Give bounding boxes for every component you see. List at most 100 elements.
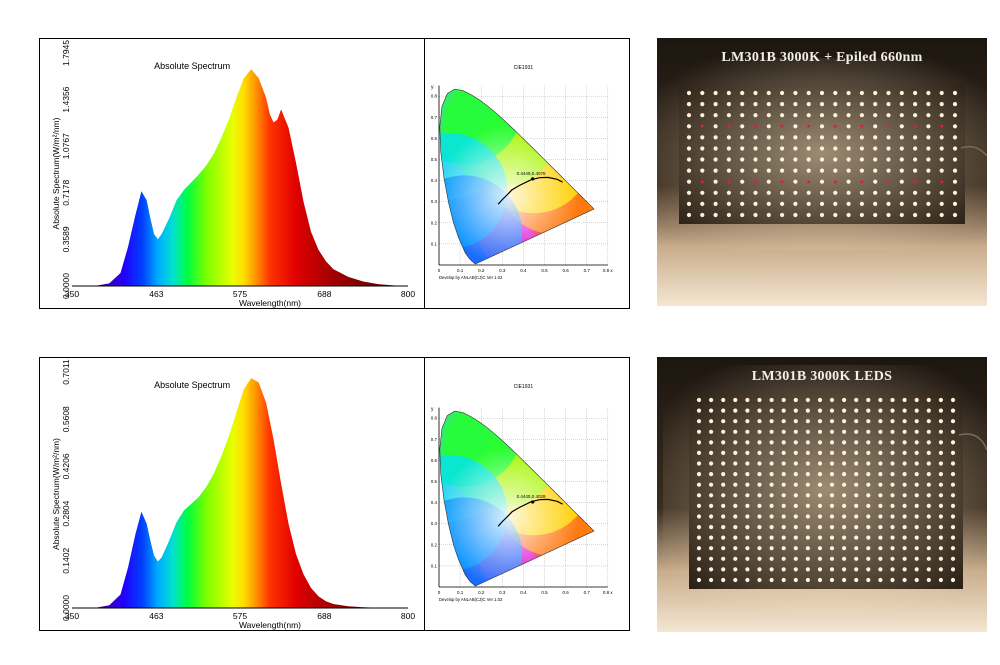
white-led [819,179,825,184]
y-tick-label: 0.7178 [61,180,71,206]
white-led [757,440,762,445]
white-led [939,135,944,140]
spectrum-svg-1: Absolute Spectrum 350 463 575 688 800 Waveleng… [51,40,415,308]
white-led [709,408,714,413]
cie-svg-1: 0.4440,0.4076 CIE1931 0 0.1 0.2 0.3 0.4 0.5 0.6 0… [431,65,614,280]
white-led [696,472,702,477]
white-led [721,546,726,551]
white-led [842,567,847,572]
white-led [753,113,758,118]
white-led [854,408,859,413]
white-led [926,461,931,466]
white-led [745,577,750,583]
white-led [926,190,931,195]
white-led [721,397,726,403]
white-led [793,546,798,551]
white-led [938,408,943,413]
white-led [842,525,847,530]
white-led [726,212,731,218]
red-led [940,180,944,184]
white-led [757,419,762,424]
white-led [866,546,871,551]
white-led [950,419,956,424]
white-led [769,450,774,455]
white-led [793,102,798,107]
spectrum-svg-2: Absolute Spectrum 350 463 575 688 800 Waveleng… [51,359,415,630]
spectrum-title: Absolute Spectrum [154,380,230,390]
white-led [781,429,786,434]
white-led [766,102,771,107]
white-led [769,503,774,508]
white-led [854,440,859,445]
white-led [914,503,919,508]
red-led [940,124,944,128]
white-led [700,157,705,162]
white-led [938,461,943,466]
white-led [713,212,718,218]
white-led [733,556,738,561]
white-led [914,556,919,561]
white-led [686,201,692,206]
white-led [793,472,798,477]
white-led [829,514,835,519]
white-led [721,472,726,477]
white-led [769,482,774,487]
white-led [740,168,745,173]
white-led [938,577,943,583]
white-led [846,201,851,206]
x-tick-label: 800 [401,611,415,621]
white-led [926,535,931,540]
white-led [733,472,738,477]
white-led [806,135,811,140]
white-led [806,212,811,218]
spectral-locus [439,88,595,265]
white-led [733,525,738,530]
white-led [950,482,956,487]
white-led [769,577,774,583]
white-led [780,201,785,206]
white-led [817,567,823,572]
white-led [781,450,786,455]
white-led [733,546,738,551]
white-led [914,482,919,487]
spectral-locus [439,410,595,587]
white-led [878,567,883,572]
white-led [833,102,838,107]
cie-y-tick: 0.2 [431,220,438,225]
white-led [817,546,823,551]
white-led [686,90,692,96]
white-led [873,90,878,96]
white-led [819,212,825,218]
white-led [890,472,895,477]
white-led [781,482,786,487]
white-led [939,90,944,96]
red-led [833,124,837,128]
cie-y-tick: 0.4 [431,500,438,505]
white-led [819,190,825,195]
white-led [766,168,771,173]
white-led [859,90,864,96]
white-led [926,146,931,151]
white-led [952,113,958,118]
y-tick-label: 0.0000 [61,273,71,299]
cie-x-tick: 0.5 [541,590,548,595]
white-led [950,461,956,466]
white-led [805,472,810,477]
white-led [890,482,895,487]
white-led [696,429,702,434]
white-led [686,179,692,184]
white-led [766,212,771,218]
photo-title-1: LM301B 3000K + Epiled 660nm [721,50,923,65]
white-led [873,168,878,173]
white-led [842,472,847,477]
white-led [829,535,835,540]
white-led [709,419,714,424]
white-led [740,124,745,129]
white-led [793,157,798,162]
white-led [914,493,919,498]
white-led [793,168,798,173]
white-led [781,577,786,583]
white-led [781,472,786,477]
white-led [859,168,864,173]
cie-title: CIE1931 [514,384,534,390]
